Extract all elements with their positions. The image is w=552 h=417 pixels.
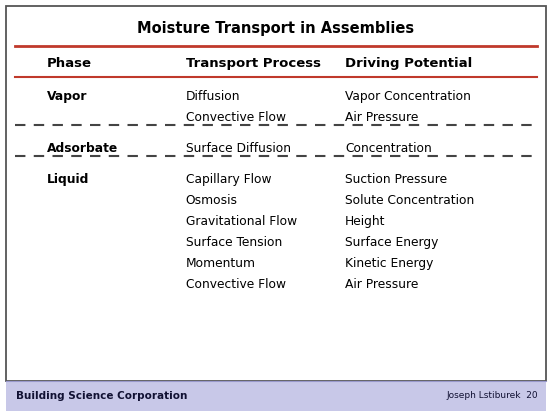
Text: Air Pressure: Air Pressure	[345, 111, 418, 124]
Bar	[6, 381, 546, 411]
Text: Building Science Corporation: Building Science Corporation	[16, 391, 187, 401]
Bar	[6, 6, 546, 381]
Text: Air Pressure: Air Pressure	[345, 278, 418, 291]
Text: Joseph Lstiburek  20: Joseph Lstiburek 20	[447, 392, 538, 400]
Text: Suction Pressure: Suction Pressure	[345, 173, 447, 186]
Text: Convective Flow: Convective Flow	[185, 111, 285, 124]
Text: Capillary Flow: Capillary Flow	[185, 173, 271, 186]
Text: Convective Flow: Convective Flow	[185, 278, 285, 291]
Text: Solute Concentration: Solute Concentration	[345, 194, 474, 207]
Text: Osmosis: Osmosis	[185, 194, 237, 207]
Text: Liquid: Liquid	[47, 173, 89, 186]
Text: Adsorbate: Adsorbate	[47, 142, 119, 155]
Text: Transport Process: Transport Process	[185, 56, 321, 70]
Text: Height: Height	[345, 215, 386, 228]
Text: Concentration: Concentration	[345, 142, 432, 155]
Text: Surface Energy: Surface Energy	[345, 236, 438, 249]
Text: Vapor Concentration: Vapor Concentration	[345, 90, 471, 103]
Text: Surface Diffusion: Surface Diffusion	[185, 142, 290, 155]
Text: Phase: Phase	[47, 56, 92, 70]
Text: Momentum: Momentum	[185, 257, 256, 270]
Text: Kinetic Energy: Kinetic Energy	[345, 257, 433, 270]
Text: Vapor: Vapor	[47, 90, 88, 103]
Text: Gravitational Flow: Gravitational Flow	[185, 215, 296, 228]
Text: Surface Tension: Surface Tension	[185, 236, 282, 249]
Text: Moisture Transport in Assemblies: Moisture Transport in Assemblies	[137, 20, 415, 35]
Text: Diffusion: Diffusion	[185, 90, 240, 103]
Text: Driving Potential: Driving Potential	[345, 56, 473, 70]
